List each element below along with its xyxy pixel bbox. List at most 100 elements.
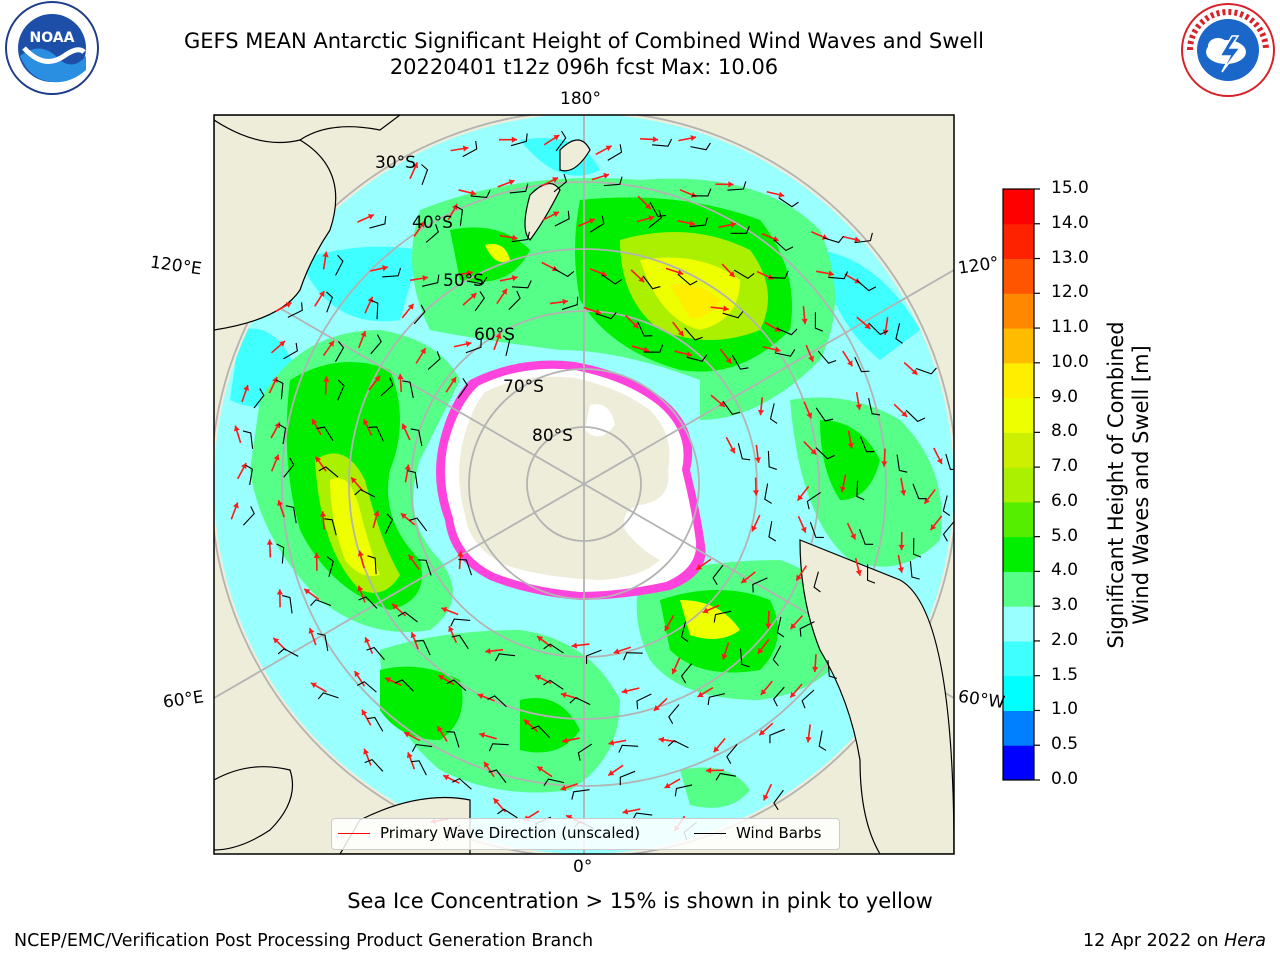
wind-barb	[859, 529, 874, 545]
wave-arrow-head	[828, 270, 834, 277]
colorbar-segment	[1003, 258, 1034, 294]
wind-barb	[407, 470, 419, 489]
wind-barb	[772, 645, 782, 667]
wind-barb	[409, 517, 428, 532]
chart-subtitle: 20220401 t12z 096h fcst Max: 10.06	[389, 55, 779, 79]
wave-arrow-head	[266, 539, 273, 545]
wind-barb	[860, 436, 875, 453]
wind-barb	[778, 197, 799, 208]
wave-arrow-head	[729, 447, 736, 454]
wind-barb	[335, 341, 345, 362]
wind-barb	[776, 616, 785, 638]
wind-barb	[618, 744, 639, 753]
wind-barb	[455, 205, 464, 226]
wave-arrow-head	[936, 458, 943, 465]
wave-arrow-head	[697, 691, 704, 697]
wind-barb	[799, 621, 815, 637]
wave-arrow-head	[457, 551, 464, 557]
wave-arrow-head	[901, 411, 908, 417]
wind-barb	[856, 480, 865, 501]
wind-barb	[896, 454, 908, 473]
wind-barb	[275, 379, 284, 400]
wave-arrow-head	[553, 211, 559, 218]
wind-barb	[752, 577, 768, 593]
continents	[214, 115, 954, 854]
wind-barb	[773, 686, 785, 707]
wave-arrow-head	[373, 510, 380, 517]
wind-barb	[707, 693, 726, 706]
wind-barb	[674, 784, 693, 797]
wave-arrow-head	[881, 461, 888, 467]
colorbar-segment	[1003, 223, 1034, 260]
colorbar-segment	[1003, 293, 1034, 329]
antarctica-ice	[436, 360, 706, 600]
wind-barb	[466, 276, 488, 285]
wind-barb	[813, 571, 821, 593]
wind-barb	[577, 743, 593, 761]
wind-barb	[494, 653, 516, 662]
wind-barb	[487, 695, 507, 708]
wave-arrow-head	[328, 340, 334, 347]
wind-barb	[916, 367, 937, 375]
wind-barb	[446, 731, 460, 748]
wave-arrow-head	[404, 731, 411, 738]
colorbar-tick-label: 12.0	[1051, 282, 1089, 303]
wind-barb	[905, 409, 926, 423]
wind-barb	[895, 323, 903, 344]
wave-arrow-head	[241, 463, 247, 470]
wave-arrow-head	[897, 567, 904, 573]
wave-arrow-head	[274, 422, 280, 429]
wind-barb	[367, 555, 377, 575]
wave-arrow-head	[801, 318, 808, 325]
wave-arrow-head	[713, 746, 720, 753]
colorbar-tick-label: 14.0	[1051, 212, 1089, 233]
colorbar-tick-label: 4.0	[1051, 560, 1079, 581]
nws-logo	[1181, 3, 1275, 97]
colorbar-segment	[1003, 432, 1034, 468]
wave-arrow-head	[812, 666, 819, 673]
wave-arrow-head	[319, 511, 327, 517]
wave-arrow-head	[418, 221, 425, 228]
wind-barb	[856, 279, 877, 292]
wave-arrow-head	[374, 375, 381, 382]
wave-arrow-head	[562, 298, 568, 305]
wave-arrow-head	[493, 798, 500, 805]
colorbar-tick-label: 5.0	[1051, 525, 1079, 546]
wave-arrow-head	[690, 135, 697, 142]
wind-barb	[815, 407, 834, 422]
wave-arrow-head	[774, 346, 781, 353]
wave-arrow-head	[800, 526, 807, 533]
wave-arrow-head	[723, 305, 729, 312]
wave-arrow-head	[911, 368, 918, 375]
wind-barb	[764, 483, 772, 504]
wind-barb	[380, 377, 394, 397]
wave-arrow-head	[778, 191, 785, 198]
wind-barb	[370, 299, 379, 320]
footer-branch: NCEP/EMC/Verification Post Processing Pr…	[14, 931, 594, 951]
wave-arrow-head	[652, 136, 659, 143]
wind-barb	[427, 351, 441, 370]
wave-arrow-head	[501, 288, 507, 295]
wave-arrow-head	[638, 276, 645, 283]
wave-arrow-head	[285, 302, 292, 308]
wind-barb	[774, 349, 796, 357]
wind-barb	[909, 561, 920, 580]
wind-barb	[667, 739, 689, 749]
wind-barb	[715, 772, 737, 781]
wave-arrow-head	[351, 477, 357, 484]
wave-arrow-head	[608, 770, 615, 776]
wave-arrow-head	[364, 637, 371, 644]
wind-barb	[384, 513, 393, 535]
wave-arrow-head	[495, 332, 502, 339]
wind-barb	[530, 725, 550, 738]
wave-arrow-head	[485, 648, 491, 655]
wave-arrow-head	[664, 625, 671, 632]
wave-arrow-head	[752, 490, 760, 496]
wind-barb	[868, 397, 881, 416]
wave-arrow-head	[751, 525, 758, 532]
wave-arrow-head	[839, 486, 846, 493]
wind-barb	[945, 453, 954, 471]
wind-barb	[733, 269, 755, 280]
wind-barb	[689, 217, 709, 228]
